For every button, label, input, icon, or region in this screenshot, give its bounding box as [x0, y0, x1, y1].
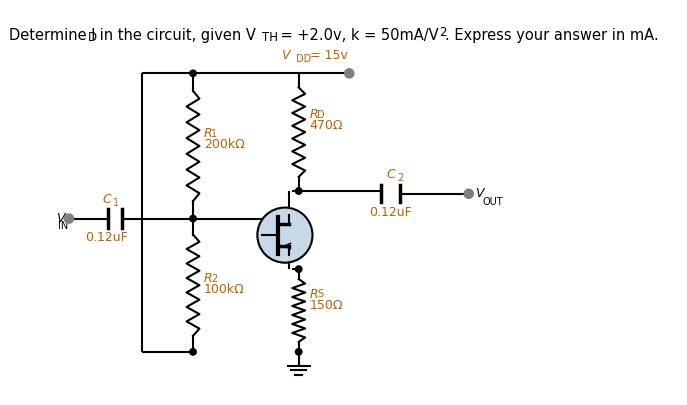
Text: R: R: [310, 288, 318, 301]
Text: 2: 2: [439, 26, 447, 38]
Circle shape: [190, 349, 196, 355]
Circle shape: [190, 215, 196, 222]
Text: V: V: [56, 212, 65, 225]
Text: R: R: [310, 108, 318, 121]
Text: 1: 1: [212, 128, 218, 139]
Text: 1: 1: [113, 198, 119, 207]
Circle shape: [258, 207, 313, 263]
Text: IN: IN: [58, 222, 68, 231]
Text: 2: 2: [212, 274, 218, 284]
Text: S: S: [317, 289, 323, 299]
Text: 0.12uF: 0.12uF: [85, 230, 128, 243]
Text: . Express your answer in mA.: . Express your answer in mA.: [444, 28, 658, 43]
Text: 470Ω: 470Ω: [310, 119, 344, 132]
Text: = 15v: = 15v: [310, 49, 348, 62]
Text: R: R: [204, 272, 213, 285]
Text: V: V: [281, 49, 289, 62]
Text: in the circuit, given V: in the circuit, given V: [95, 28, 256, 43]
Text: 2: 2: [397, 173, 403, 183]
Circle shape: [345, 69, 354, 78]
Text: 200kΩ: 200kΩ: [204, 138, 245, 151]
Circle shape: [464, 189, 473, 198]
Text: DD: DD: [296, 54, 311, 64]
Circle shape: [295, 188, 302, 194]
Text: Determine I: Determine I: [9, 28, 95, 43]
Circle shape: [295, 349, 302, 355]
Text: 100kΩ: 100kΩ: [204, 283, 245, 296]
Circle shape: [295, 266, 302, 272]
Text: = +2.0v, k = 50mA/V: = +2.0v, k = 50mA/V: [275, 28, 438, 43]
Text: D: D: [88, 31, 98, 44]
Text: 0.12uF: 0.12uF: [369, 206, 412, 219]
Text: TH: TH: [262, 31, 278, 44]
Text: OUT: OUT: [482, 196, 503, 207]
Text: D: D: [317, 110, 325, 120]
Text: C: C: [386, 168, 395, 181]
Circle shape: [190, 70, 196, 77]
Text: V: V: [475, 187, 484, 200]
Text: 150Ω: 150Ω: [310, 298, 344, 311]
Text: C: C: [102, 193, 111, 206]
Text: R: R: [204, 127, 213, 140]
Circle shape: [65, 214, 74, 223]
